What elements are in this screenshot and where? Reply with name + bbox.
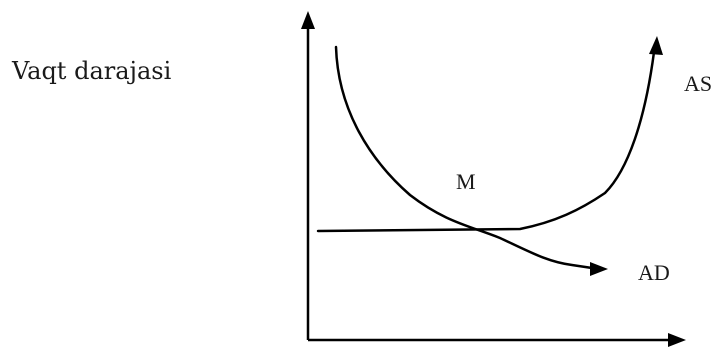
equilibrium-label: M (456, 169, 476, 194)
ad-curve (334, 45, 594, 270)
y-axis-title: Vaqt darajasi (11, 57, 172, 85)
as-arrowhead (649, 36, 663, 55)
ad-arrowhead (590, 262, 608, 276)
x-axis-arrowhead (668, 333, 686, 347)
ad-label: AD (638, 260, 670, 285)
as-curve (316, 50, 656, 233)
as-label: AS (684, 71, 712, 96)
y-axis-arrowhead (301, 11, 315, 29)
